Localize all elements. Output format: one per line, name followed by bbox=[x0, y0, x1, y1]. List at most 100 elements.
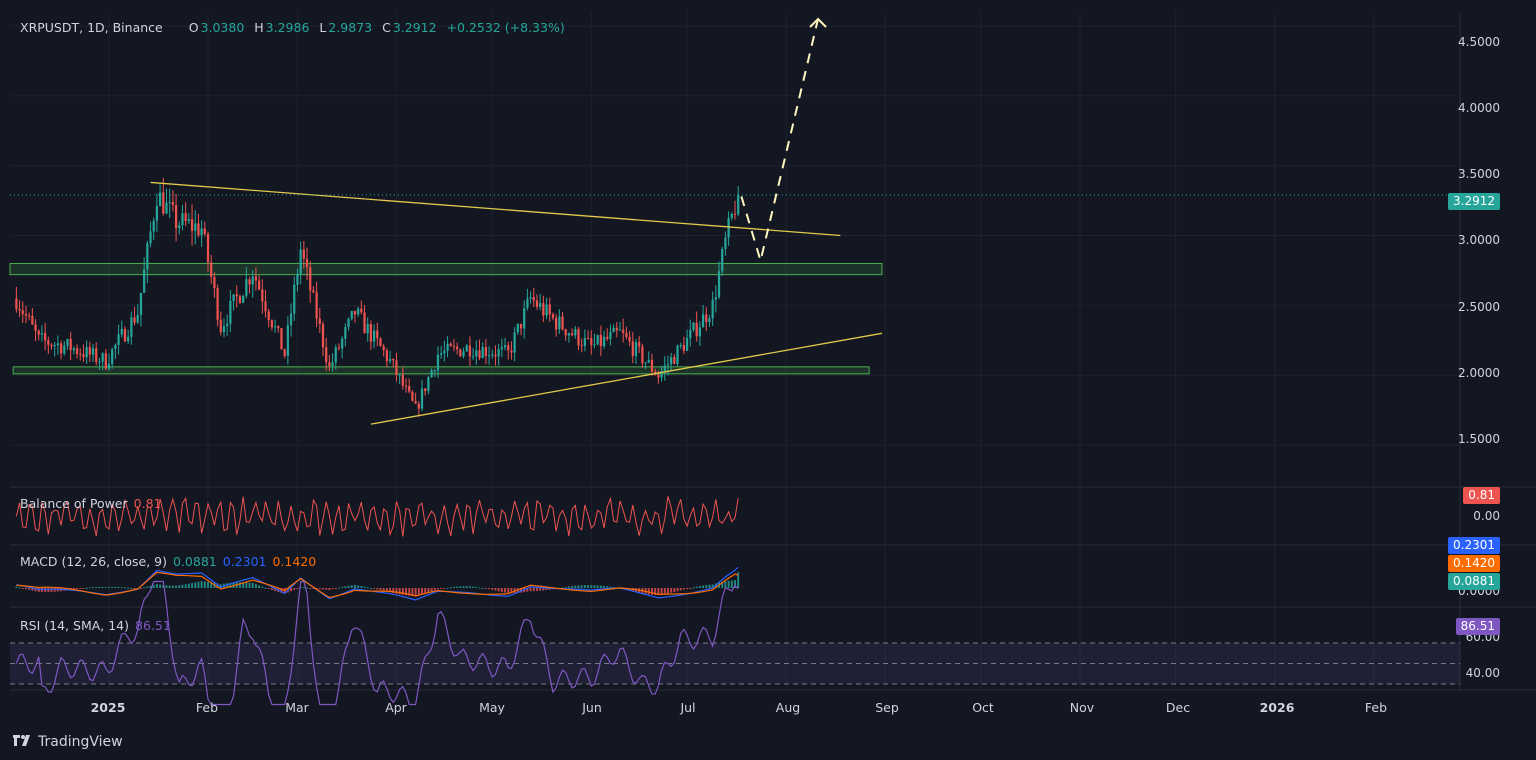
candle-body bbox=[714, 297, 717, 300]
candle-body bbox=[628, 336, 631, 342]
macd-hist-tag: 0.0881 bbox=[1448, 573, 1500, 590]
macd-histogram-bar bbox=[401, 588, 404, 595]
macd-histogram-bar bbox=[526, 588, 529, 592]
macd-histogram-bar bbox=[670, 588, 673, 593]
bop-axis-tick: 0.00 bbox=[1473, 509, 1500, 523]
candle-body bbox=[666, 364, 670, 366]
candle-body bbox=[79, 353, 82, 355]
price-tick: 4.5000 bbox=[1458, 35, 1500, 49]
candle-body bbox=[650, 359, 654, 372]
candle-body bbox=[590, 338, 593, 346]
macd-histogram-bar bbox=[452, 586, 455, 588]
macd-histogram-bar bbox=[194, 582, 197, 588]
candle-body bbox=[638, 342, 641, 347]
macd-histogram-bar bbox=[318, 588, 321, 590]
macd-histogram-bar bbox=[663, 588, 666, 595]
candle-body bbox=[433, 370, 436, 372]
candle-body bbox=[34, 324, 37, 331]
macd-histogram-bar bbox=[31, 588, 34, 591]
macd-histogram-bar bbox=[596, 585, 599, 588]
candle-body bbox=[277, 326, 280, 329]
macd-histogram-bar bbox=[184, 584, 187, 588]
candle-body bbox=[360, 308, 363, 313]
macd-histogram-bar bbox=[695, 586, 698, 588]
candle-body bbox=[63, 345, 66, 354]
macd-histogram-bar bbox=[101, 586, 104, 588]
candle-body bbox=[219, 319, 222, 333]
macd-histogram-bar bbox=[395, 588, 398, 594]
candle-body bbox=[59, 343, 63, 354]
macd-histogram-bar bbox=[443, 588, 446, 589]
macd-histogram-bar bbox=[472, 586, 475, 588]
candle-body bbox=[117, 334, 120, 345]
candle-body bbox=[570, 333, 574, 336]
candle-body bbox=[53, 345, 56, 347]
candle-body bbox=[363, 312, 366, 334]
candle-body bbox=[107, 363, 111, 369]
macd-label: MACD (12, 26, close, 9) bbox=[20, 554, 167, 569]
price-tick: 2.0000 bbox=[1458, 366, 1500, 380]
candle-body bbox=[95, 348, 98, 362]
candle-body bbox=[267, 311, 270, 321]
candle-body bbox=[21, 310, 24, 314]
macd-histogram-bar bbox=[242, 582, 245, 588]
candle-body bbox=[478, 350, 481, 358]
macd-histogram-bar bbox=[456, 586, 459, 588]
macd-histogram-bar bbox=[72, 588, 75, 590]
candle-body bbox=[88, 347, 91, 355]
candle-body bbox=[567, 333, 571, 336]
bop-legend: Balance of Power 0.81 bbox=[20, 496, 162, 511]
candle-body bbox=[143, 269, 146, 293]
candle-body bbox=[401, 374, 404, 386]
candle-body bbox=[213, 276, 216, 289]
candle-body bbox=[395, 360, 398, 376]
candle-body bbox=[40, 333, 44, 335]
candle-body bbox=[625, 332, 628, 337]
candle-body bbox=[523, 307, 526, 329]
macd-histogram-bar bbox=[389, 588, 392, 593]
macd-histogram-bar bbox=[574, 585, 577, 588]
macd-histogram-bar bbox=[203, 581, 206, 588]
macd-histogram-bar bbox=[312, 588, 315, 589]
macd-histogram-bar bbox=[133, 588, 136, 589]
time-label: Jul bbox=[680, 700, 696, 715]
macd-histogram-bar bbox=[197, 581, 200, 588]
macd-histogram-bar bbox=[124, 587, 126, 589]
macd-histogram-bar bbox=[328, 588, 331, 591]
candle-body bbox=[357, 308, 360, 315]
candle-body bbox=[491, 354, 494, 356]
macd-histogram-bar bbox=[92, 587, 94, 589]
candle-body bbox=[261, 289, 264, 302]
macd-histogram-bar bbox=[689, 588, 692, 589]
macd-histogram-bar bbox=[676, 588, 679, 592]
macd-histogram-bar bbox=[651, 588, 653, 595]
candle-body bbox=[398, 374, 401, 376]
candle-body bbox=[676, 345, 679, 364]
candle-body bbox=[341, 338, 344, 349]
candle-body bbox=[545, 304, 548, 316]
rsi-value: 86.51 bbox=[135, 618, 171, 633]
macd-line-tag: 0.2301 bbox=[1448, 537, 1500, 554]
macd-histogram-bar bbox=[673, 588, 676, 592]
tradingview-brand[interactable]: TradingView bbox=[12, 733, 123, 751]
macd-histogram-bar bbox=[15, 586, 18, 588]
macd-histogram-bar bbox=[507, 588, 510, 594]
macd-histogram-bar bbox=[293, 588, 296, 590]
candle-body bbox=[321, 324, 325, 348]
macd-histogram-bar bbox=[488, 588, 491, 590]
macd-histogram-bar bbox=[238, 582, 241, 588]
candle-body bbox=[334, 347, 337, 363]
bop-line bbox=[15, 496, 739, 537]
candle-body bbox=[50, 344, 53, 347]
candle-body bbox=[612, 327, 615, 333]
candle-body bbox=[542, 303, 545, 316]
macd-histogram-bar bbox=[210, 582, 213, 588]
symbol-header: XRPUSDT, 1D, Binance O 3.0380 H 3.2986 L 2.… bbox=[20, 20, 571, 35]
macd-histogram-bar bbox=[347, 585, 350, 588]
macd-histogram-bar bbox=[510, 588, 513, 594]
candle-body bbox=[210, 262, 213, 277]
macd-histogram-bar bbox=[545, 588, 548, 591]
macd-histogram-bar bbox=[369, 587, 372, 589]
macd-line-value: 0.2301 bbox=[222, 554, 267, 569]
